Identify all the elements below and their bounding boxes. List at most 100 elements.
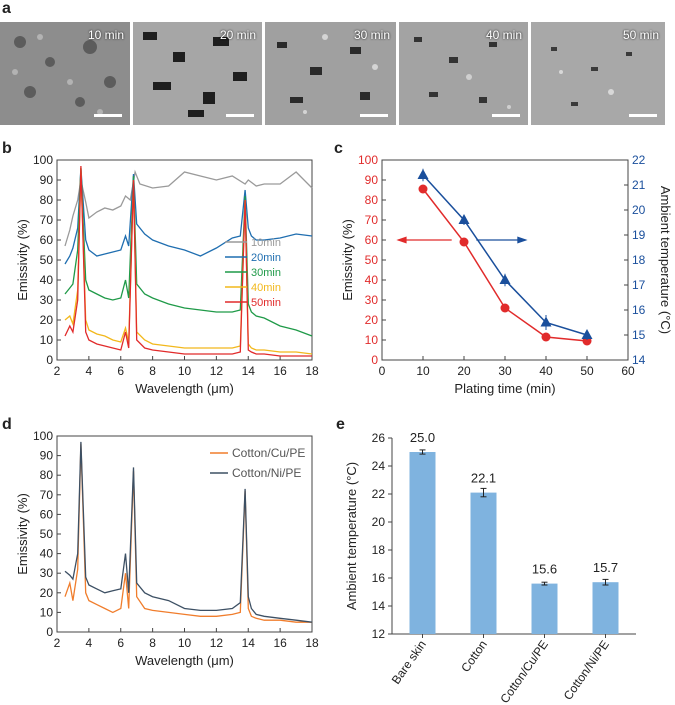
y2-tick-label: 21 [632,178,646,192]
legend-label-20min: 20min [251,252,281,264]
y-tick-label: 12 [372,627,386,641]
sem-image-40min: 40 min [399,22,528,125]
right-axis-arrowhead [517,236,528,244]
y-axis-label: Ambient temperature (°C) [344,462,359,610]
chart-d-fabric-spectra: 2 4 6 8 10 12 14 16 18 0 10 20 30 40 50 60 70 80 90 100 Wave… [15,429,319,668]
y2-tick-label: 18 [632,253,646,267]
temperature-point [540,316,552,327]
x-tick-label: 12 [210,636,224,650]
x-tick-label: 6 [117,364,124,378]
x-tick-label: Cotton/Cu/PE [497,638,551,704]
y2-tick-label: 19 [632,228,646,242]
emissivity-line [422,188,588,342]
legend-label-Cotton/Cu/PE: Cotton/Cu/PE [232,446,305,460]
y-tick-label: 80 [40,468,54,482]
x-tick-label: 4 [86,364,93,378]
y-tick-label: 30 [40,566,54,580]
x-tick-label: 16 [273,364,287,378]
x-axis-label: Plating time (min) [454,381,555,396]
series-line-10min [64,169,313,247]
sem-texture [133,22,262,125]
scale-bar [94,114,122,117]
panel-letter-a: a [2,0,11,17]
sem-label: 10 min [87,28,124,42]
x-tick-label: 12 [210,364,224,378]
y-tick-label: 0 [46,353,53,367]
x-tick-label: 6 [117,636,124,650]
y-tick-label: 100 [358,153,378,167]
x-tick-label: 50 [580,364,594,378]
y2-tick-label: 22 [632,153,646,167]
x-tick-label: Bare skin [389,638,429,687]
series-line-50min [64,165,312,357]
bar-value-label: 25.0 [410,430,435,445]
x-tick-label: 18 [305,636,319,650]
y-tick-label: 90 [40,449,54,463]
bar-Cotton/Ni/PE [592,582,619,634]
y-tick-label: 0 [46,625,53,639]
panel-letter-d: d [2,416,12,433]
y-tick-label: 70 [40,213,54,227]
x-tick-label: 4 [86,636,93,650]
bar-value-label: 15.7 [593,560,618,575]
y-tick-label: 40 [40,273,54,287]
y-tick-label: 30 [40,293,54,307]
scale-bar [226,114,254,117]
y-axis-label: Emissivity (%) [340,219,355,301]
x-tick-label: 0 [379,364,386,378]
sem-texture [0,22,130,125]
bar-Cotton/Cu/PE [531,583,558,634]
y-tick-label: 10 [40,333,54,347]
y-tick-label: 20 [365,313,379,327]
y-tick-label: 50 [40,527,54,541]
x-tick-label: 2 [54,636,61,650]
y-tick-label: 90 [40,173,54,187]
y-tick-label: 80 [365,193,379,207]
y-tick-label: 80 [40,193,54,207]
y-tick-label: 20 [40,313,54,327]
y2-tick-label: 14 [632,353,646,367]
bar-value-label: 22.1 [471,471,496,486]
x-tick-label: 14 [242,636,256,650]
chart-b-emissivity-spectra: 2 4 6 8 10 12 14 16 18 0 10 20 30 40 50 60 70 80 90 100 Wave… [15,153,319,396]
emissivity-point [459,237,469,247]
x-tick-label: 60 [621,364,635,378]
y-tick-label: 18 [372,543,386,557]
series-line-Cotton/Ni/PE [64,441,313,623]
y-tick-label: 40 [40,547,54,561]
y-tick-label: 40 [365,273,379,287]
y-tick-label: 90 [365,173,379,187]
legend-label-30min: 30min [251,267,281,279]
y-tick-label: 70 [40,488,54,502]
x-tick-label: 16 [273,636,287,650]
sem-image-50min: 50 min [531,22,665,125]
x-tick-label: 8 [149,636,156,650]
x-tick-label: 8 [149,364,156,378]
x-axis-label: Wavelength (μm) [135,653,234,668]
sem-label: 20 min [219,28,256,42]
sem-texture [399,22,528,125]
panel-letter-e: e [336,416,345,433]
bar-value-label: 15.6 [532,562,557,577]
x-tick-label: 10 [178,364,192,378]
y-tick-label: 60 [40,233,54,247]
y2-tick-label: 16 [632,303,646,317]
y-tick-label: 20 [372,515,386,529]
chart-c-plating-time: 0 10 20 30 40 50 60 0 10 20 30 40 50 60 70 80 90 100 Plati… [340,153,673,396]
y-tick-label: 50 [365,253,379,267]
sem-image-20min: 20 min [133,22,262,125]
left-axis-arrowhead [396,236,407,244]
temperature-point [458,214,470,224]
y2-tick-label: 17 [632,278,646,292]
legend-label-10min: 10min [251,237,281,249]
emissivity-point [418,184,428,194]
y-axis-label: Emissivity (%) [15,219,30,301]
y-axis-label: Emissivity (%) [15,493,30,575]
x-axis-label: Wavelength (μm) [135,381,234,396]
bar-Bare skin [409,452,436,634]
series-line-30min [64,167,313,337]
y-tick-label: 60 [40,507,54,521]
legend-label-50min: 50min [251,297,281,309]
x-tick-label: 2 [54,364,61,378]
legend-label-Cotton/Ni/PE: Cotton/Ni/PE [232,466,301,480]
